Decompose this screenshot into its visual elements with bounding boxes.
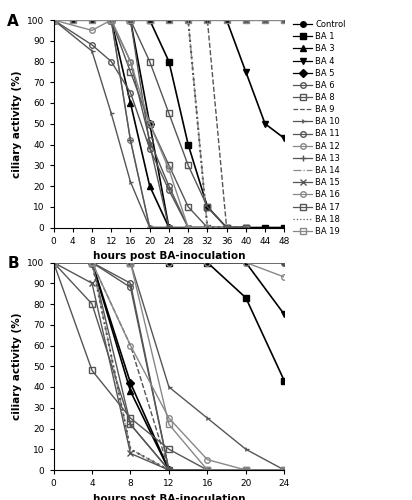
Legend: Control, BA 1, BA 3, BA 4, BA 5, BA 6, BA 8, BA 9, BA 10, BA 11, BA 12, BA 13, B: Control, BA 1, BA 3, BA 4, BA 5, BA 6, B… — [293, 19, 346, 236]
X-axis label: hours post BA-inoculation: hours post BA-inoculation — [93, 494, 245, 500]
X-axis label: hours post BA-inoculation: hours post BA-inoculation — [93, 251, 245, 261]
Text: B: B — [7, 256, 19, 272]
Text: A: A — [7, 14, 19, 29]
Y-axis label: ciliary activity (%): ciliary activity (%) — [12, 312, 22, 420]
Y-axis label: ciliary activity (%): ciliary activity (%) — [12, 70, 22, 178]
